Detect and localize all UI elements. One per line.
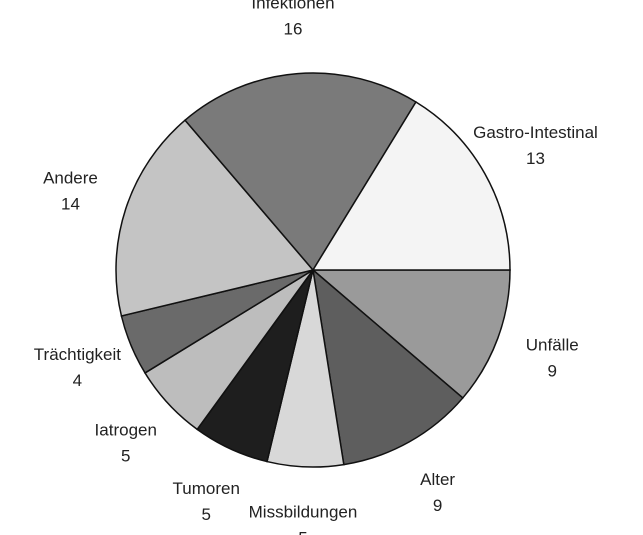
slice-label: Andere xyxy=(43,169,98,188)
slice-label: Unfälle xyxy=(526,336,579,355)
slice-label: Tumoren xyxy=(173,479,240,498)
slice-label: Gastro-Intestinal xyxy=(473,123,598,142)
slice-value: 5 xyxy=(202,505,211,524)
slice-label: Missbildungen xyxy=(249,502,358,521)
slice-label: Trächtigkeit xyxy=(34,345,122,364)
slice-value: 9 xyxy=(433,496,442,515)
slice-value: 9 xyxy=(548,362,557,381)
slice-value: 5 xyxy=(121,447,130,466)
slice-value: 5 xyxy=(298,528,307,535)
slice-value: 13 xyxy=(526,149,545,168)
slice-value: 16 xyxy=(284,19,303,38)
pie-slice xyxy=(115,119,315,317)
pie-slice xyxy=(310,269,511,399)
pie-slice xyxy=(311,268,464,466)
slice-value: 14 xyxy=(61,195,80,214)
pie-slice xyxy=(311,100,511,271)
slice-label: Alter xyxy=(420,470,455,489)
pie-slice xyxy=(184,72,417,272)
slice-label: Iatrogen xyxy=(95,421,157,440)
slice-label: Infektionen xyxy=(251,0,334,12)
slice-value: 4 xyxy=(73,371,82,390)
